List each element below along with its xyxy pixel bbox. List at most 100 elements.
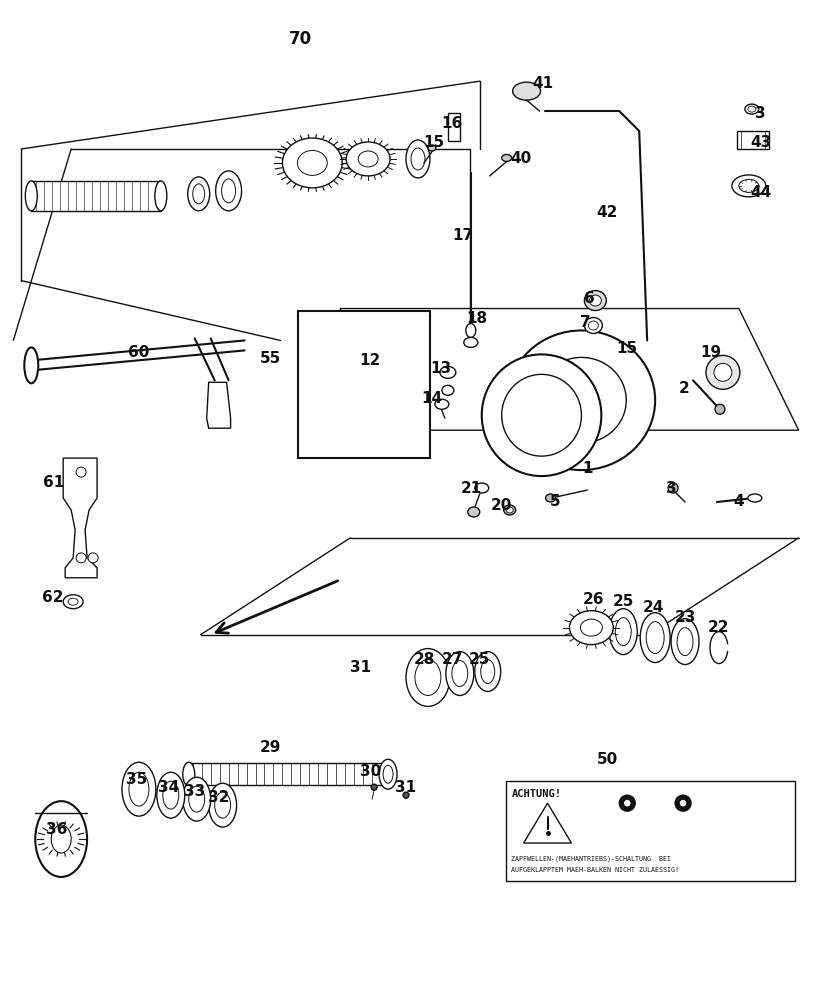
Text: 33: 33 <box>184 784 206 799</box>
Ellipse shape <box>747 494 762 502</box>
Ellipse shape <box>379 759 397 789</box>
Ellipse shape <box>183 777 211 821</box>
Text: 15: 15 <box>424 135 445 150</box>
Ellipse shape <box>35 801 87 877</box>
Bar <box>188 763 388 785</box>
Ellipse shape <box>157 772 184 818</box>
Text: 55: 55 <box>259 351 281 366</box>
Ellipse shape <box>193 184 205 204</box>
Ellipse shape <box>411 148 425 170</box>
Ellipse shape <box>546 494 556 502</box>
Ellipse shape <box>188 177 210 211</box>
Ellipse shape <box>468 507 480 517</box>
Polygon shape <box>340 309 799 430</box>
Text: 17: 17 <box>452 228 473 243</box>
Ellipse shape <box>129 772 149 806</box>
Ellipse shape <box>747 106 756 112</box>
Text: 20: 20 <box>491 498 512 513</box>
Text: 24: 24 <box>642 600 664 615</box>
Text: 4: 4 <box>734 494 744 509</box>
Ellipse shape <box>584 291 606 311</box>
Ellipse shape <box>25 181 38 211</box>
Ellipse shape <box>188 786 205 812</box>
Text: 16: 16 <box>441 116 463 131</box>
Ellipse shape <box>51 825 71 853</box>
Ellipse shape <box>440 366 456 378</box>
Ellipse shape <box>383 765 393 783</box>
Text: 25: 25 <box>613 594 634 609</box>
Text: 35: 35 <box>126 772 148 787</box>
Ellipse shape <box>209 783 237 827</box>
Ellipse shape <box>512 82 540 100</box>
Ellipse shape <box>215 792 231 818</box>
Ellipse shape <box>503 505 516 515</box>
Text: 60: 60 <box>128 345 149 360</box>
Ellipse shape <box>371 784 377 790</box>
Text: 31: 31 <box>349 660 370 675</box>
Ellipse shape <box>122 762 156 816</box>
Ellipse shape <box>502 374 582 456</box>
Ellipse shape <box>623 799 632 807</box>
Text: 31: 31 <box>396 780 417 795</box>
Text: 41: 41 <box>532 76 553 91</box>
Text: 40: 40 <box>510 151 531 166</box>
Ellipse shape <box>481 660 494 683</box>
Ellipse shape <box>745 104 759 114</box>
Polygon shape <box>63 458 97 578</box>
Ellipse shape <box>358 151 378 167</box>
Ellipse shape <box>442 385 454 395</box>
Text: 14: 14 <box>421 391 442 406</box>
Text: 26: 26 <box>583 592 604 607</box>
Ellipse shape <box>668 483 678 493</box>
Ellipse shape <box>646 622 664 654</box>
Ellipse shape <box>580 619 602 636</box>
Ellipse shape <box>282 138 342 188</box>
Ellipse shape <box>452 661 468 686</box>
Ellipse shape <box>346 142 390 176</box>
Text: 28: 28 <box>413 652 435 667</box>
Ellipse shape <box>610 609 637 655</box>
Ellipse shape <box>155 181 166 211</box>
Ellipse shape <box>305 439 315 449</box>
Text: 42: 42 <box>596 205 618 220</box>
Bar <box>31 181 161 211</box>
Polygon shape <box>737 131 769 149</box>
Polygon shape <box>299 311 430 458</box>
Text: 1: 1 <box>582 461 592 476</box>
Polygon shape <box>524 803 571 843</box>
Ellipse shape <box>584 318 602 333</box>
Bar <box>448 113 460 141</box>
Ellipse shape <box>502 154 512 161</box>
Text: 61: 61 <box>42 475 64 490</box>
Text: 22: 22 <box>708 620 730 635</box>
Ellipse shape <box>403 792 409 798</box>
Text: 23: 23 <box>674 610 696 625</box>
Text: 19: 19 <box>700 345 721 360</box>
Ellipse shape <box>570 611 614 645</box>
Text: 70: 70 <box>289 30 312 48</box>
Ellipse shape <box>428 145 436 151</box>
Text: 7: 7 <box>580 315 591 330</box>
Text: 15: 15 <box>617 341 638 356</box>
Ellipse shape <box>671 619 699 665</box>
Ellipse shape <box>619 795 635 811</box>
Ellipse shape <box>63 595 83 609</box>
Ellipse shape <box>589 295 601 306</box>
Text: 44: 44 <box>750 185 771 200</box>
Ellipse shape <box>406 649 450 706</box>
Ellipse shape <box>413 323 423 333</box>
Ellipse shape <box>537 357 626 443</box>
Ellipse shape <box>506 507 513 513</box>
Text: ZAPFWELLEN-(MAEHANTRIEBS)-SCHALTUNG  BEI: ZAPFWELLEN-(MAEHANTRIEBS)-SCHALTUNG BEI <box>511 855 671 862</box>
Text: 3: 3 <box>666 481 676 496</box>
Ellipse shape <box>413 439 423 449</box>
Ellipse shape <box>706 355 740 389</box>
Text: AUFGEKLAPPTEM MAEH-BALKEN NICHT ZULAESSIG!: AUFGEKLAPPTEM MAEH-BALKEN NICHT ZULAESSI… <box>511 867 679 873</box>
Ellipse shape <box>679 799 687 807</box>
Text: ACHTUNG!: ACHTUNG! <box>512 789 561 799</box>
Text: 25: 25 <box>469 652 490 667</box>
Ellipse shape <box>76 467 86 477</box>
Ellipse shape <box>677 628 693 656</box>
Ellipse shape <box>475 483 489 493</box>
Ellipse shape <box>732 175 765 197</box>
